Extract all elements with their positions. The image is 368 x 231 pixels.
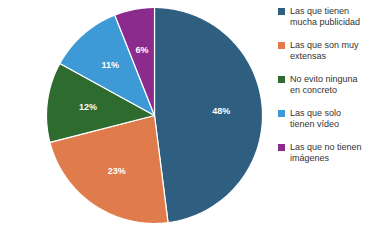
svg-text:23%: 23% — [108, 166, 126, 176]
html-text:Las que son muy extensas: Las que son muy extensas — [290, 40, 359, 61]
svg-text:12%: 12% — [79, 102, 97, 112]
html-text:Las que no tienen imágenes: Las que no tienen imágenes — [290, 142, 362, 163]
html-text:Las que solo tienen vídeo: Las que solo tienen vídeo — [290, 108, 341, 129]
svg-text:48%: 48% — [212, 106, 230, 116]
html-text:No evito ninguna en concreto: No evito ninguna en concreto — [290, 74, 358, 95]
svg-text:6%: 6% — [135, 45, 148, 55]
svg-text:11%: 11% — [101, 60, 119, 70]
html-text:Las que tienen mucha publicida: Las que tienen mucha publicidad — [290, 6, 360, 27]
